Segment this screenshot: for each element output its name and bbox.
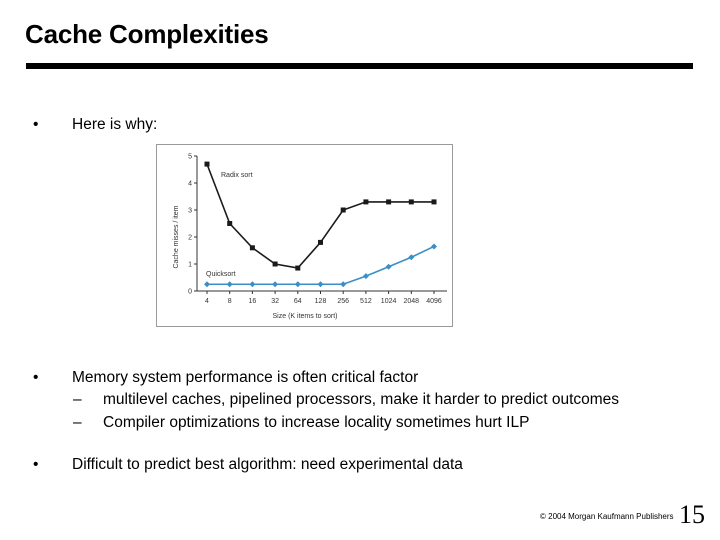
x-tick-label: 1024	[381, 298, 397, 305]
data-point	[204, 161, 210, 167]
x-tick-label: 32	[271, 298, 279, 305]
x-tick-label: 8	[228, 298, 232, 305]
x-tick-label: 256	[337, 298, 349, 305]
series-label-radix: Radix sort	[221, 172, 253, 179]
data-point	[431, 199, 437, 205]
y-tick-label: 0	[188, 289, 192, 296]
data-point	[363, 199, 369, 205]
x-tick-label: 16	[249, 298, 257, 305]
y-axis-label: Cache misses / item	[173, 205, 180, 268]
chart-series	[204, 161, 437, 288]
bullet-marker: •	[33, 369, 39, 386]
data-point	[431, 243, 437, 250]
data-point	[294, 281, 301, 288]
y-tick-label: 1	[188, 262, 192, 269]
y-tick-label: 5	[188, 154, 192, 161]
bullet-marker: •	[33, 116, 39, 133]
data-point	[249, 245, 255, 251]
title-rule	[26, 63, 693, 69]
sub-bullet-text: Compiler optimizations to increase local…	[103, 414, 530, 431]
data-point	[408, 199, 414, 205]
x-tick-label: 512	[360, 298, 372, 305]
bullet-text: Difficult to predict best algorithm: nee…	[72, 456, 463, 473]
data-point	[226, 281, 233, 288]
x-tick-label: 4	[205, 298, 209, 305]
data-point	[272, 281, 279, 288]
chart-axes: 0 1 2 3 4 5 4 8 16 32 64 128 256 512 1024 2048 4096	[188, 154, 447, 305]
series-line-quicksort	[207, 245, 435, 286]
series-label-quicksort: Quicksort	[206, 271, 236, 278]
data-point	[386, 199, 392, 205]
page-number: 15	[679, 500, 705, 529]
cache-misses-chart: 0 1 2 3 4 5 4 8 16 32 64 128 256 512 1024 2048 4096 Cach…	[173, 154, 447, 320]
x-tick-label: 2048	[404, 298, 420, 305]
data-point	[249, 281, 256, 288]
sub-bullet-text: multilevel caches, pipelined processors,…	[103, 391, 620, 408]
data-point	[362, 273, 369, 280]
data-point	[408, 254, 415, 261]
x-tick-label: 128	[315, 298, 327, 305]
data-point	[272, 261, 278, 267]
sub-bullet-1: – multilevel caches, pipelined processors…	[73, 391, 619, 409]
bullet-text: Memory system performance is often criti…	[72, 369, 419, 386]
x-tick-label: 4096	[426, 298, 442, 305]
data-point	[295, 265, 301, 271]
y-tick-label: 3	[188, 208, 192, 215]
data-point	[227, 221, 233, 226]
data-point	[317, 281, 324, 288]
series-line-radix	[206, 163, 434, 269]
y-tick-label: 2	[188, 235, 192, 242]
slide-title: Cache Complexities	[25, 19, 269, 49]
sub-bullet-marker: –	[73, 391, 82, 408]
data-point	[340, 281, 347, 288]
sub-bullet-2: – Compiler optimizations to increase loca…	[73, 414, 529, 432]
bullet-marker: •	[33, 456, 39, 473]
y-tick-label: 4	[188, 181, 192, 188]
copyright-text: © 2004 Morgan Kaufmann Publishers	[540, 512, 674, 521]
x-tick-label: 64	[294, 298, 302, 305]
data-point	[340, 207, 346, 213]
chart-frame: 0 1 2 3 4 5 4 8 16 32 64 128 256 512 1024 2048 4096 Cach…	[156, 144, 453, 327]
sub-bullet-marker: –	[73, 414, 82, 431]
data-point	[204, 281, 210, 288]
data-point	[385, 263, 392, 270]
bullet-text: Here is why:	[72, 116, 158, 133]
x-axis-label: Size (K items to sort)	[273, 313, 338, 320]
data-point	[318, 239, 323, 245]
